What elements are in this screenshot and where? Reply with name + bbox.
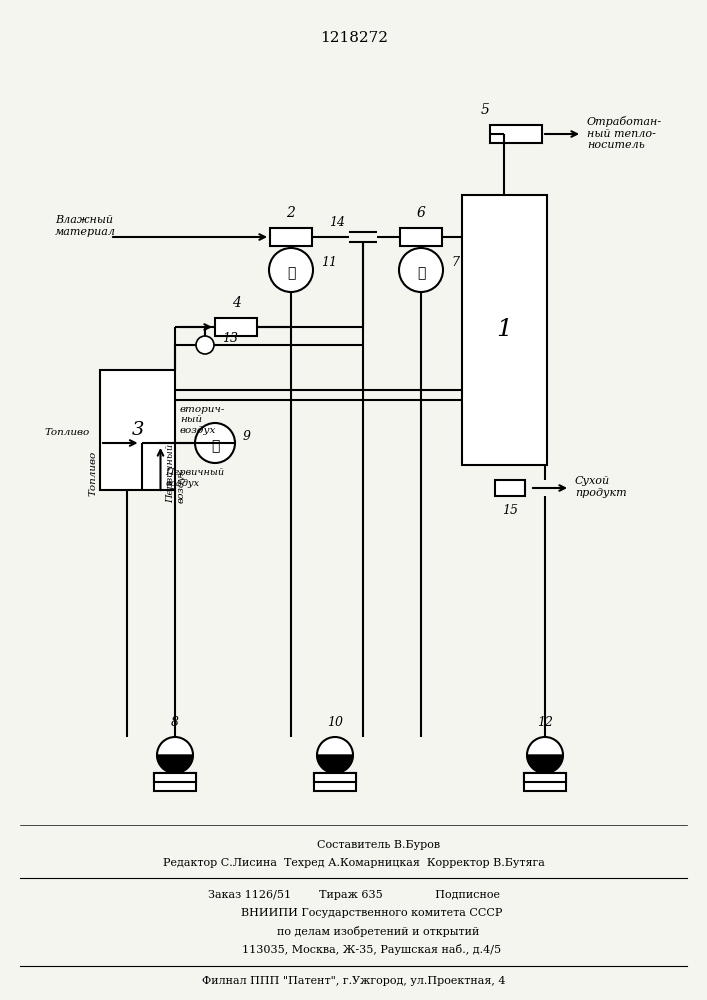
- Text: ВНИИПИ Государственного комитета СССР: ВНИИПИ Государственного комитета СССР: [206, 908, 502, 918]
- Text: Влажный
материал: Влажный материал: [55, 215, 116, 237]
- Text: 6: 6: [416, 206, 426, 220]
- Text: 4: 4: [232, 296, 240, 310]
- Text: Редактор С.Лисина  Техред А.Комарницкая  Корректор В.Бутяга: Редактор С.Лисина Техред А.Комарницкая К…: [163, 858, 545, 868]
- Polygon shape: [527, 755, 563, 773]
- Text: Сухой
продукт: Сухой продукт: [575, 476, 626, 498]
- Bar: [314, 773, 356, 782]
- Text: 13: 13: [222, 332, 238, 346]
- Text: по делам изобретений и открытий: по делам изобретений и открытий: [228, 926, 479, 937]
- Polygon shape: [157, 755, 193, 773]
- Text: Топливо: Топливо: [89, 450, 98, 496]
- Bar: [154, 773, 196, 791]
- Bar: [495, 480, 525, 496]
- Bar: [314, 773, 356, 791]
- Bar: [524, 773, 566, 782]
- Polygon shape: [317, 755, 353, 773]
- Text: Филнал ППП "Патент", г.Ужгород, ул.Проектная, 4: Филнал ППП "Патент", г.Ужгород, ул.Проек…: [202, 976, 506, 986]
- Text: Первичный
воздух: Первичный воздух: [167, 443, 186, 503]
- Circle shape: [195, 423, 235, 463]
- Text: Заказ 1126/51        Тираж 635               Подписное: Заказ 1126/51 Тираж 635 Подписное: [208, 890, 500, 900]
- Text: 5: 5: [481, 103, 489, 117]
- Text: Первичный
воздух: Первичный воздух: [165, 468, 225, 488]
- Text: Топливо: Топливо: [45, 428, 90, 437]
- Circle shape: [527, 737, 563, 773]
- Text: 9: 9: [243, 430, 251, 444]
- Text: 12: 12: [537, 716, 553, 729]
- Text: Отработан-
ный тепло-
носитель: Отработан- ный тепло- носитель: [587, 116, 662, 150]
- Text: 15: 15: [502, 504, 518, 517]
- Bar: [524, 773, 566, 791]
- Circle shape: [269, 248, 313, 292]
- Bar: [400, 228, 442, 246]
- Bar: [215, 318, 257, 336]
- Bar: [154, 773, 196, 782]
- Text: ∿: ∿: [211, 439, 219, 453]
- Text: 11: 11: [321, 255, 337, 268]
- Circle shape: [157, 737, 193, 773]
- Text: 10: 10: [327, 716, 343, 729]
- Text: ∿: ∿: [287, 266, 296, 280]
- Circle shape: [399, 248, 443, 292]
- Text: 1218272: 1218272: [320, 31, 388, 45]
- Text: 2: 2: [286, 206, 296, 220]
- Bar: [490, 125, 542, 143]
- Text: 7: 7: [451, 255, 459, 268]
- Circle shape: [196, 336, 214, 354]
- Text: 3: 3: [132, 421, 144, 439]
- Bar: [100, 370, 175, 490]
- Text: вторич-
ный
воздух: вторич- ный воздух: [180, 405, 226, 435]
- Text: 14: 14: [329, 217, 345, 230]
- Text: 1: 1: [496, 318, 513, 342]
- Text: ∿: ∿: [417, 266, 425, 280]
- Text: 113035, Москва, Ж-35, Раушская наб., д.4/5: 113035, Москва, Ж-35, Раушская наб., д.4…: [207, 944, 501, 955]
- Bar: [270, 228, 312, 246]
- Text: 8: 8: [171, 716, 179, 729]
- Bar: [462, 195, 547, 465]
- Text: Составитель В.Буров: Составитель В.Буров: [268, 840, 440, 850]
- Circle shape: [317, 737, 353, 773]
